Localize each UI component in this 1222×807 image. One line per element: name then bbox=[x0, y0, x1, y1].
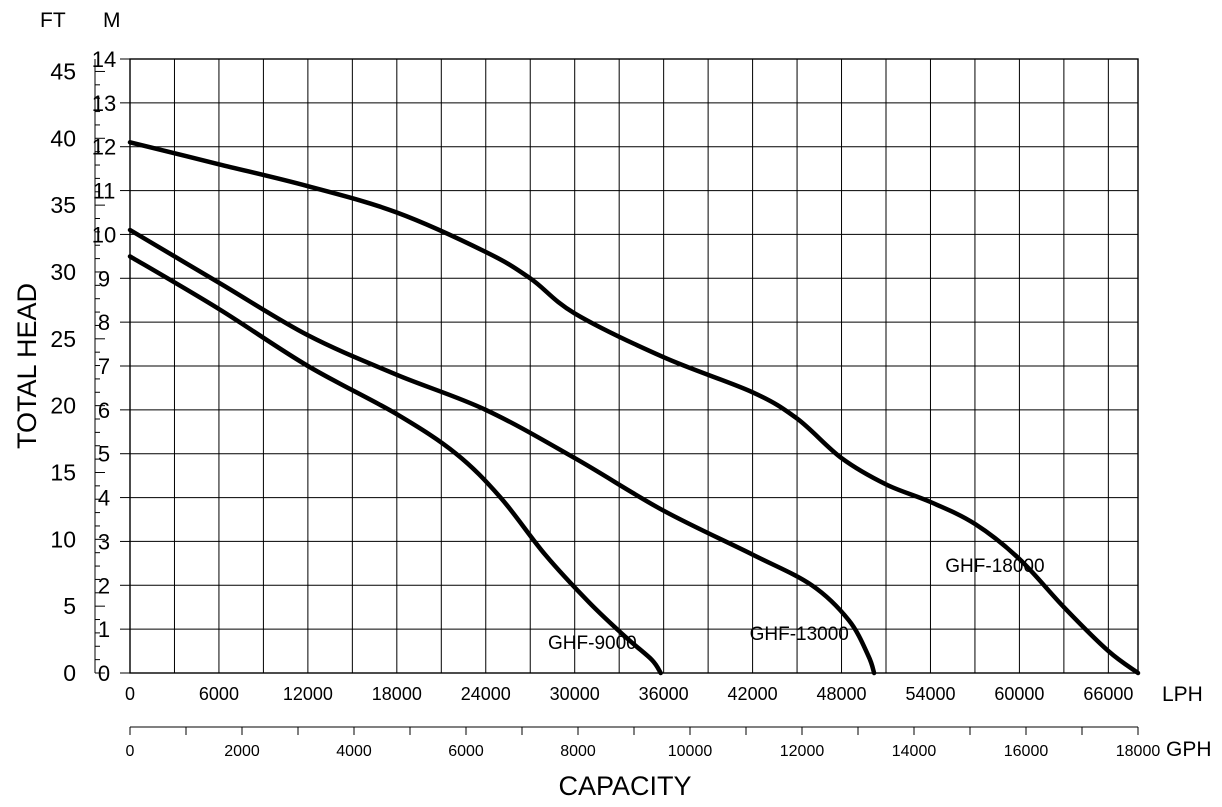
lph-tick-label: 36000 bbox=[639, 684, 689, 704]
m-tick-label: 1 bbox=[98, 617, 110, 642]
gph-unit-label: GPH bbox=[1166, 738, 1212, 761]
y-axis-title: TOTAL HEAD bbox=[12, 283, 42, 449]
ft-tick-label: 0 bbox=[63, 660, 76, 686]
m-tick-label: 12 bbox=[92, 135, 116, 160]
m-tick-label: 9 bbox=[98, 266, 110, 291]
lph-tick-label: 30000 bbox=[550, 684, 600, 704]
gph-tick-label: 18000 bbox=[1116, 743, 1161, 760]
ft-tick-label: 20 bbox=[50, 393, 76, 419]
curves bbox=[127, 140, 1141, 676]
m-tick-label: 14 bbox=[92, 47, 116, 72]
lph-unit-label: LPH bbox=[1162, 683, 1203, 706]
ft-tick-label: 5 bbox=[63, 593, 76, 619]
lph-tick-label: 24000 bbox=[461, 684, 511, 704]
m-tick-label: 3 bbox=[98, 529, 110, 554]
series-label-ghf-13000: GHF-13000 bbox=[750, 624, 849, 645]
ft-tick-label: 30 bbox=[50, 259, 76, 285]
gph-tick-label: 8000 bbox=[560, 743, 596, 760]
axis-ticks bbox=[94, 58, 1139, 735]
ft-tick-label: 40 bbox=[50, 125, 76, 151]
m-tick-label: 10 bbox=[92, 222, 116, 247]
gph-tick-label: 12000 bbox=[780, 743, 825, 760]
gph-tick-label: 16000 bbox=[1004, 743, 1049, 760]
m-tick-label: 6 bbox=[98, 398, 110, 423]
curve-ghf-18000 bbox=[127, 140, 1141, 676]
ft-unit-label: FT bbox=[40, 9, 66, 32]
gph-tick-label: 2000 bbox=[224, 743, 260, 760]
curve-ghf-13000 bbox=[127, 227, 877, 676]
series-label-ghf-9000: GHF-9000 bbox=[548, 633, 637, 654]
lph-tick-label: 42000 bbox=[728, 684, 778, 704]
m-tick-label: 0 bbox=[98, 661, 110, 686]
m-tick-label: 8 bbox=[98, 310, 110, 335]
gph-tick-label: 0 bbox=[126, 743, 135, 760]
lph-tick-label: 0 bbox=[125, 684, 135, 704]
lph-tick-label: 66000 bbox=[1083, 684, 1133, 704]
ft-tick-label: 25 bbox=[50, 326, 76, 352]
lph-tick-label: 12000 bbox=[283, 684, 333, 704]
m-tick-label: 13 bbox=[92, 91, 116, 116]
lph-tick-label: 18000 bbox=[372, 684, 422, 704]
gph-tick-label: 10000 bbox=[668, 743, 713, 760]
gph-tick-label: 14000 bbox=[892, 743, 937, 760]
lph-tick-label: 6000 bbox=[199, 684, 239, 704]
curve-ghf-9000 bbox=[127, 254, 663, 676]
series-label-ghf-18000: GHF-18000 bbox=[945, 556, 1044, 577]
grid bbox=[129, 58, 1139, 674]
gph-tick-label: 6000 bbox=[448, 743, 484, 760]
ft-tick-label: 35 bbox=[50, 192, 76, 218]
m-tick-label: 7 bbox=[98, 354, 110, 379]
labels: FT M0510152025303540450123456789101112131… bbox=[12, 9, 1212, 801]
lph-tick-label: 48000 bbox=[816, 684, 866, 704]
m-tick-label: 2 bbox=[98, 573, 110, 598]
ft-tick-label: 45 bbox=[50, 58, 76, 84]
x-axis-title: CAPACITY bbox=[558, 771, 691, 801]
m-tick-label: 5 bbox=[98, 442, 110, 467]
gph-tick-label: 4000 bbox=[336, 743, 372, 760]
ft-tick-label: 15 bbox=[50, 459, 76, 485]
m-tick-label: 4 bbox=[98, 486, 110, 511]
ft-tick-label: 10 bbox=[50, 526, 76, 552]
lph-tick-label: 60000 bbox=[994, 684, 1044, 704]
lph-tick-label: 54000 bbox=[905, 684, 955, 704]
m-tick-label: 11 bbox=[93, 179, 116, 204]
m-unit-label: M bbox=[103, 9, 121, 32]
